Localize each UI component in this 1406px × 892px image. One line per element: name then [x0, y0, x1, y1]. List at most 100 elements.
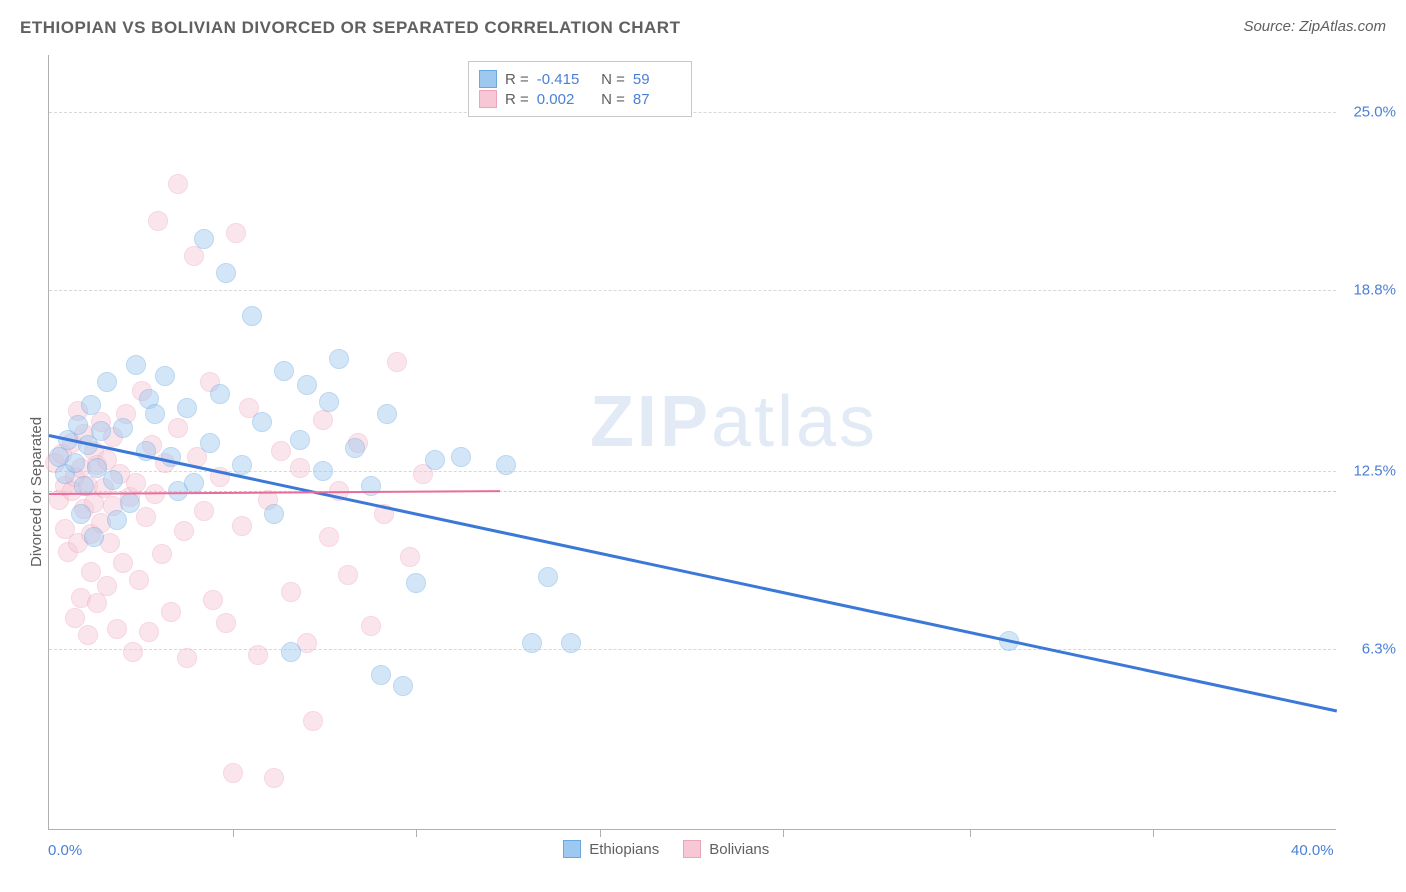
data-point: [248, 645, 268, 665]
data-point: [87, 593, 107, 613]
data-point: [113, 418, 133, 438]
legend-label: Bolivians: [709, 841, 769, 858]
data-point: [120, 493, 140, 513]
data-point: [168, 418, 188, 438]
data-point: [81, 395, 101, 415]
data-point: [139, 622, 159, 642]
data-point: [97, 372, 117, 392]
watermark-atlas: atlas: [711, 382, 878, 462]
x-tick: [970, 829, 971, 837]
stats-row: R = 0.002 N = 87: [479, 90, 681, 108]
legend-item: Ethiopians: [563, 840, 659, 858]
data-point: [91, 421, 111, 441]
x-axis-max-label: 40.0%: [1291, 842, 1334, 859]
data-point: [123, 642, 143, 662]
watermark-zip: ZIP: [590, 382, 711, 462]
data-point: [406, 573, 426, 593]
stats-row: R = -0.415 N = 59: [479, 70, 681, 88]
data-point: [168, 174, 188, 194]
data-point: [387, 352, 407, 372]
data-point: [216, 613, 236, 633]
data-point: [177, 398, 197, 418]
x-tick: [600, 829, 601, 837]
gridline-h: [49, 649, 1336, 650]
y-tick-label: 12.5%: [1341, 463, 1396, 480]
data-point: [290, 458, 310, 478]
data-point: [216, 263, 236, 283]
x-tick: [1153, 829, 1154, 837]
data-point: [313, 410, 333, 430]
data-point: [319, 392, 339, 412]
data-point: [290, 430, 310, 450]
data-point: [84, 527, 104, 547]
data-point: [264, 768, 284, 788]
data-point: [103, 470, 123, 490]
data-point: [126, 473, 146, 493]
data-point: [194, 229, 214, 249]
data-point: [223, 763, 243, 783]
data-point: [81, 562, 101, 582]
correlation-chart: ETHIOPIAN VS BOLIVIAN DIVORCED OR SEPARA…: [0, 0, 1406, 892]
data-point: [226, 223, 246, 243]
data-point: [65, 453, 85, 473]
stat-r-label: R =: [505, 91, 529, 108]
data-point: [345, 438, 365, 458]
data-point: [194, 501, 214, 521]
data-point: [65, 608, 85, 628]
data-point: [148, 211, 168, 231]
data-point: [155, 366, 175, 386]
data-point: [203, 590, 223, 610]
data-point: [136, 507, 156, 527]
y-tick-label: 25.0%: [1341, 104, 1396, 121]
stat-n-value: 87: [633, 91, 681, 108]
data-point: [329, 349, 349, 369]
legend-label: Ethiopians: [589, 841, 659, 858]
x-tick: [783, 829, 784, 837]
data-point: [71, 504, 91, 524]
data-point: [281, 582, 301, 602]
stat-n-label: N =: [593, 91, 625, 108]
stat-r-value: 0.002: [537, 91, 585, 108]
data-point: [174, 521, 194, 541]
data-point: [371, 665, 391, 685]
data-point: [361, 616, 381, 636]
data-point: [129, 570, 149, 590]
data-point: [451, 447, 471, 467]
y-tick-label: 6.3%: [1341, 641, 1396, 658]
data-point: [425, 450, 445, 470]
data-point: [232, 455, 252, 475]
data-point: [107, 619, 127, 639]
data-point: [538, 567, 558, 587]
y-axis-title: Divorced or Separated: [28, 416, 45, 566]
data-point: [561, 633, 581, 653]
legend-item: Bolivians: [683, 840, 769, 858]
data-point: [319, 527, 339, 547]
data-point: [377, 404, 397, 424]
data-point: [274, 361, 294, 381]
gridline-h: [49, 290, 1336, 291]
data-point: [113, 553, 133, 573]
stat-n-value: 59: [633, 71, 681, 88]
stat-r-value: -0.415: [537, 71, 585, 88]
data-point: [400, 547, 420, 567]
data-point: [281, 642, 301, 662]
plot-area: ZIPatlas 6.3%12.5%18.8%25.0%: [48, 55, 1336, 830]
data-point: [200, 433, 220, 453]
data-point: [303, 711, 323, 731]
data-point: [393, 676, 413, 696]
data-point: [68, 415, 88, 435]
data-point: [107, 510, 127, 530]
swatch-icon: [479, 70, 497, 88]
data-point: [271, 441, 291, 461]
data-point: [297, 375, 317, 395]
x-tick: [416, 829, 417, 837]
chart-title: ETHIOPIAN VS BOLIVIAN DIVORCED OR SEPARA…: [20, 18, 680, 38]
data-point: [522, 633, 542, 653]
data-point: [252, 412, 272, 432]
x-tick: [233, 829, 234, 837]
gridline-h: [49, 112, 1336, 113]
source-attribution: Source: ZipAtlas.com: [1243, 18, 1386, 35]
stat-n-label: N =: [593, 71, 625, 88]
data-point: [232, 516, 252, 536]
swatch-icon: [683, 840, 701, 858]
